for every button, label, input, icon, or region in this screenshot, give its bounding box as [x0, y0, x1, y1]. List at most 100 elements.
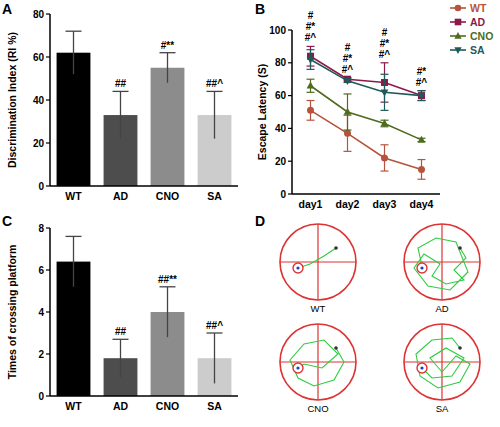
error-stem: [214, 91, 215, 138]
x-tick-label: WT: [65, 190, 82, 202]
x-tick-label: SA: [207, 400, 222, 412]
error-cap: [381, 74, 389, 75]
legend-marker: [454, 32, 461, 39]
error-cap: [418, 100, 426, 101]
error-stem: [120, 339, 121, 377]
swim-path: [290, 340, 344, 386]
significance: #*: [417, 66, 427, 77]
legend-label: CNO: [470, 30, 493, 42]
y-tick-label: 0: [38, 391, 44, 402]
significance: #: [308, 10, 314, 21]
legend-entry: SA: [450, 44, 485, 56]
marker: [381, 154, 388, 161]
start-point: [334, 346, 338, 350]
error-bar: [207, 91, 223, 138]
significance: #*: [380, 38, 390, 49]
significance: #*: [343, 53, 353, 64]
marker: [381, 90, 389, 97]
panel-letter: B: [255, 1, 265, 17]
significance: ##^: [206, 78, 223, 89]
error-cap: [307, 46, 315, 47]
significance: #: [345, 42, 351, 53]
error-bar: [418, 160, 426, 180]
y-tick-label: 20: [275, 156, 287, 167]
y-axis-label: Escape Latency (S): [256, 64, 268, 160]
y-tick: [288, 193, 292, 194]
error-bar: [160, 287, 176, 337]
platform: [417, 363, 427, 373]
marker: [344, 78, 352, 85]
error-bar: [160, 53, 176, 83]
error-cap: [381, 62, 389, 63]
platform: [293, 363, 303, 373]
error-cap: [418, 100, 426, 101]
track-panel: AD: [404, 224, 480, 314]
x-tick-label: AD: [113, 190, 129, 202]
significance: #: [382, 27, 388, 38]
swim-path: [416, 338, 470, 388]
error-bar: [381, 120, 389, 127]
start-point: [334, 246, 338, 250]
x-tick-label: day2: [336, 198, 360, 210]
error-stem: [167, 53, 168, 83]
error-cap: [418, 90, 426, 91]
quadrant-line: [441, 324, 442, 400]
error-bar: [113, 91, 129, 138]
error-bar: [307, 79, 315, 92]
error-cap: [344, 93, 352, 94]
start-point: [458, 246, 462, 250]
series-line: [311, 110, 422, 169]
error-stem: [120, 91, 121, 138]
error-cap: [307, 92, 315, 93]
error-cap: [160, 286, 176, 287]
track-panel: SA: [404, 324, 480, 414]
y-tick-label: 0: [38, 181, 44, 192]
significance: #^: [342, 64, 354, 75]
y-axis: [291, 30, 293, 194]
x-tick-label: day4: [410, 198, 434, 210]
x-tick-label: CNO: [156, 400, 179, 412]
y-tick: [288, 161, 292, 162]
error-cap: [344, 151, 352, 152]
y-tick: [288, 62, 292, 63]
significance: ##: [115, 78, 127, 89]
panel-letter: C: [2, 213, 12, 229]
platform-dot: [296, 366, 299, 369]
error-cap: [207, 91, 223, 92]
y-tick: [46, 311, 50, 312]
x-tick-label: CNO: [156, 190, 179, 202]
error-cap: [113, 91, 129, 92]
start-point: [458, 346, 462, 350]
error-cap: [381, 110, 389, 111]
error-bar: [418, 91, 426, 101]
significance: ##**: [158, 274, 177, 285]
marker: [418, 93, 426, 100]
x-axis: [50, 185, 238, 187]
significance: #^: [416, 77, 428, 88]
x-axis: [292, 193, 440, 195]
plot-area: [307, 46, 426, 179]
platform: [417, 263, 427, 273]
significance: #*: [306, 21, 316, 32]
error-cap: [66, 31, 82, 32]
pool: [280, 224, 356, 300]
error-cap: [381, 126, 389, 127]
y-tick: [288, 95, 292, 96]
error-bar: [307, 50, 315, 70]
error-cap: [307, 69, 315, 70]
legend-label: WT: [470, 2, 487, 14]
error-cap: [307, 79, 315, 80]
significance: #^: [379, 49, 391, 60]
quadrant-line: [317, 324, 318, 400]
error-cap: [307, 120, 315, 121]
significance: #^: [305, 32, 317, 43]
error-stem: [167, 287, 168, 337]
error-cap: [381, 170, 389, 171]
error-bar: [344, 94, 352, 130]
error-cap: [418, 90, 426, 91]
track-label: CNO: [307, 403, 328, 414]
marker: [307, 107, 314, 114]
x-tick-label: AD: [113, 400, 129, 412]
error-cap: [113, 339, 129, 340]
pool: [280, 324, 356, 400]
